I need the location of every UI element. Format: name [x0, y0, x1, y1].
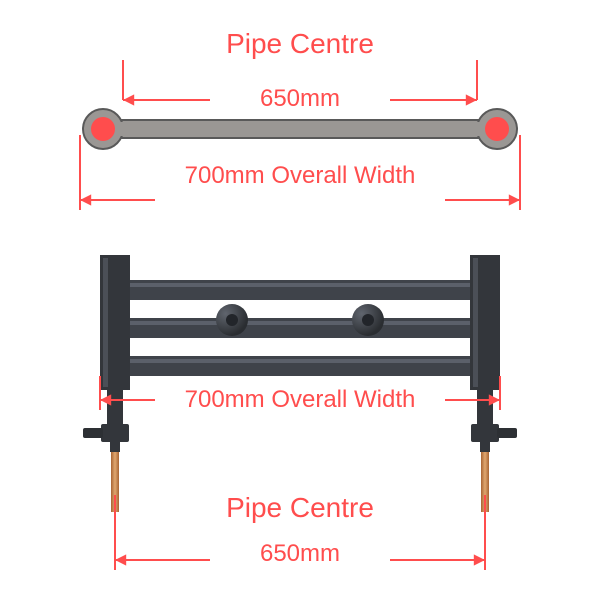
- top-overall-width-value: 700mm Overall Width: [0, 162, 600, 190]
- top-title: Pipe Centre: [0, 28, 600, 60]
- bottom-overall-width-value: 700mm Overall Width: [0, 386, 600, 414]
- top-pipe-centre-value: 650mm: [0, 85, 600, 113]
- bottom-title: Pipe Centre: [0, 492, 600, 524]
- bottom-pipe-centre-value: 650mm: [0, 540, 600, 568]
